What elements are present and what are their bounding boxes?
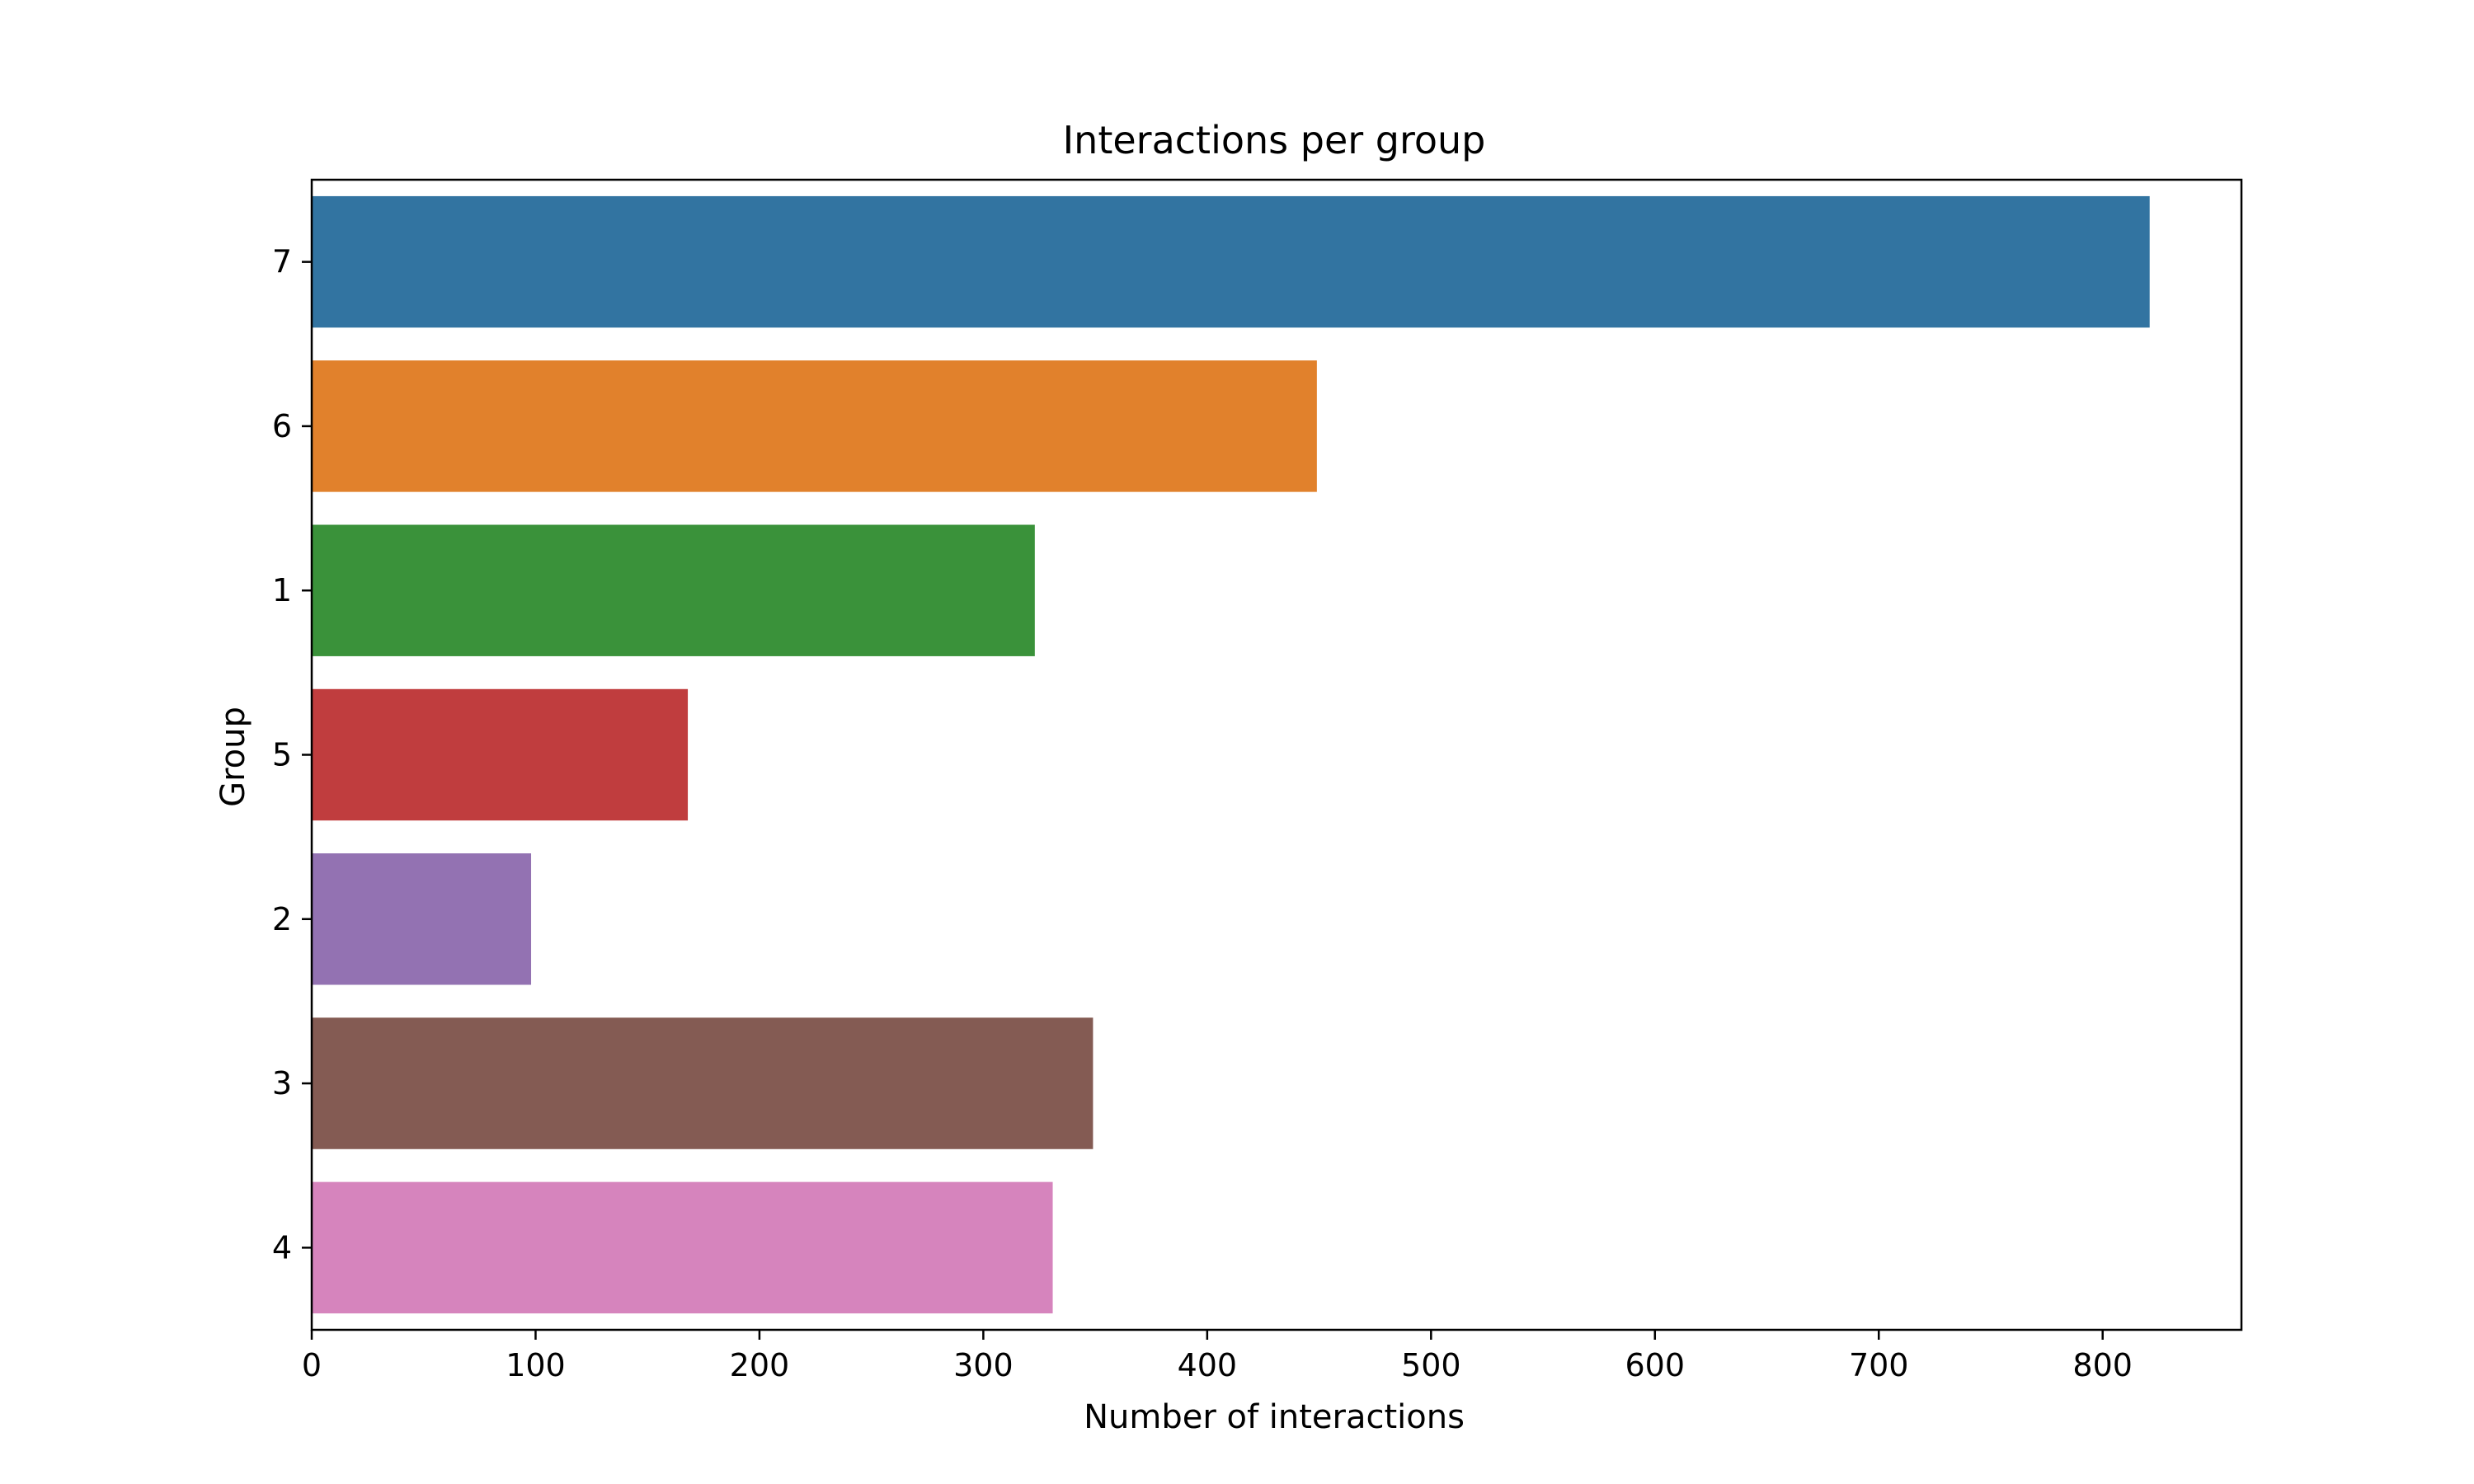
bar-group-1 bbox=[312, 524, 1035, 656]
bar-group-6 bbox=[312, 360, 1317, 492]
x-axis-label: Number of interactions bbox=[1084, 1398, 1465, 1436]
y-tick-label: 4 bbox=[272, 1229, 292, 1266]
x-tick-label: 0 bbox=[302, 1347, 322, 1383]
y-tick-label: 3 bbox=[272, 1065, 292, 1101]
plot-frame bbox=[310, 178, 2243, 1331]
x-tick-label: 500 bbox=[1401, 1347, 1461, 1383]
x-tick-label: 700 bbox=[1849, 1347, 1909, 1383]
bar-group-3 bbox=[312, 1017, 1094, 1149]
bar-group-4 bbox=[312, 1181, 1053, 1314]
y-ticks: 7 6 1 5 2 3 4 bbox=[272, 244, 312, 1266]
bar-group-2 bbox=[312, 853, 532, 985]
chart-title: Interactions per group bbox=[1063, 118, 1486, 162]
x-tick-label: 200 bbox=[730, 1347, 790, 1383]
x-tick-label: 600 bbox=[1625, 1347, 1686, 1383]
y-tick-label: 1 bbox=[272, 572, 292, 608]
y-tick-label: 5 bbox=[272, 737, 292, 773]
x-ticks: 0 100 200 300 400 500 600 700 800 bbox=[302, 1330, 2133, 1383]
y-tick-label: 6 bbox=[272, 408, 292, 444]
bar-group-7 bbox=[312, 195, 2150, 328]
x-tick-label: 400 bbox=[1178, 1347, 1238, 1383]
x-tick-label: 800 bbox=[2072, 1347, 2133, 1383]
y-tick-label: 7 bbox=[272, 244, 292, 280]
y-tick-label: 2 bbox=[272, 901, 292, 937]
bar-group-5 bbox=[312, 688, 689, 821]
x-tick-label: 300 bbox=[953, 1347, 1014, 1383]
y-axis-label: Group bbox=[214, 707, 252, 807]
x-tick-label: 100 bbox=[506, 1347, 566, 1383]
bars-group bbox=[312, 195, 2150, 1314]
